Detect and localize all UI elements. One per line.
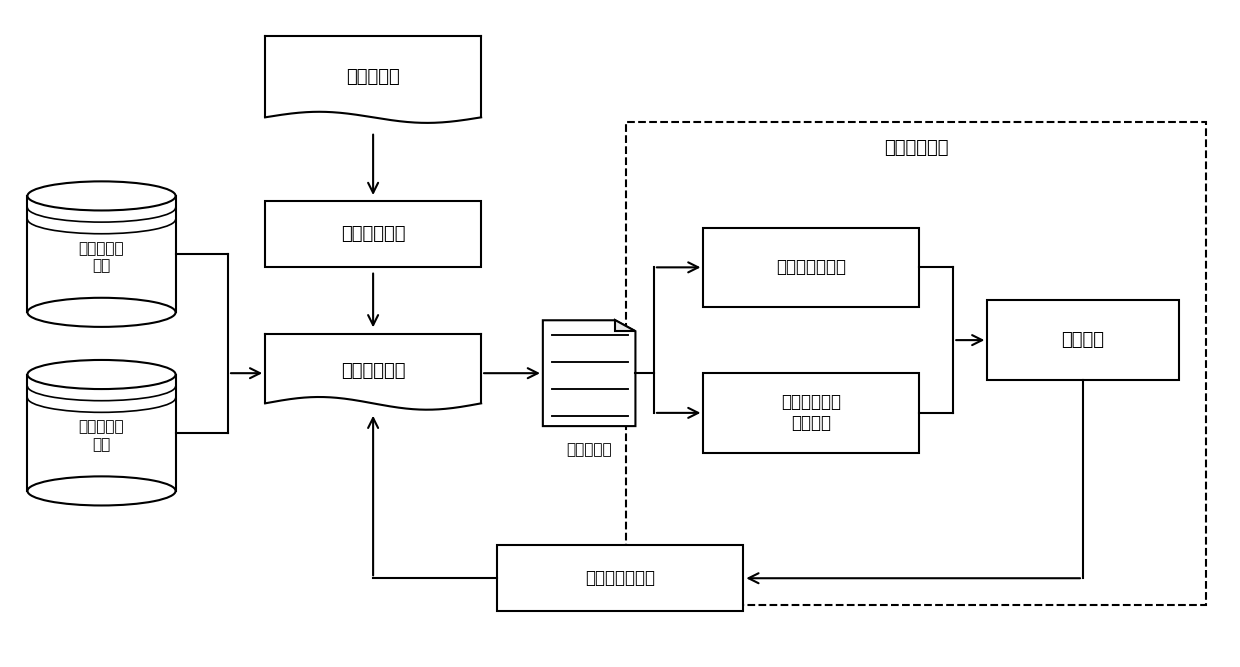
FancyBboxPatch shape xyxy=(987,300,1178,380)
FancyBboxPatch shape xyxy=(27,374,176,491)
FancyBboxPatch shape xyxy=(703,374,919,453)
FancyBboxPatch shape xyxy=(27,196,176,312)
Text: 规则命中率统计: 规则命中率统计 xyxy=(776,258,847,276)
Text: 规则集预处理: 规则集预处理 xyxy=(341,225,405,243)
Ellipse shape xyxy=(27,181,176,211)
Text: 防火墙外侧
数据: 防火墙外侧 数据 xyxy=(78,241,124,273)
Polygon shape xyxy=(615,320,635,331)
Text: 防火墙规则集: 防火墙规则集 xyxy=(341,362,405,380)
FancyBboxPatch shape xyxy=(496,545,744,612)
Text: 权重计算: 权重计算 xyxy=(1061,331,1105,349)
Text: 规则命中时间
分布统计: 规则命中时间 分布统计 xyxy=(781,394,841,432)
Text: 规则优先级调整: 规则优先级调整 xyxy=(585,569,655,587)
Text: 规则权重计算: 规则权重计算 xyxy=(884,139,949,157)
Text: 初始规则集: 初始规则集 xyxy=(346,67,401,85)
Polygon shape xyxy=(543,320,635,426)
Text: 防火墙日志: 防火墙日志 xyxy=(567,443,613,458)
FancyBboxPatch shape xyxy=(703,227,919,307)
FancyBboxPatch shape xyxy=(265,201,481,267)
Text: 防火墙内侧
数据: 防火墙内侧 数据 xyxy=(78,420,124,452)
Ellipse shape xyxy=(27,360,176,389)
